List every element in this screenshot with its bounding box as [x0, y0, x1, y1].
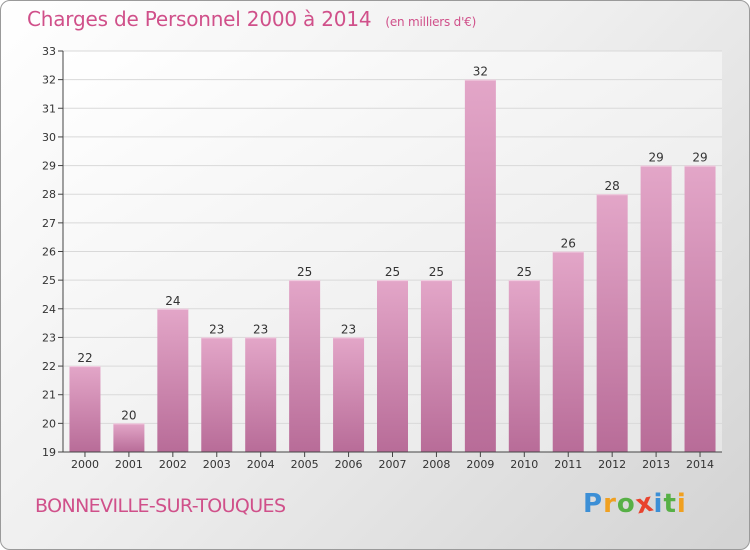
y-tick-label: 24	[42, 303, 56, 316]
chart-subtitle: (en milliers d'€)	[385, 15, 477, 29]
x-tick-label: 2010	[510, 458, 538, 471]
bar	[464, 79, 496, 453]
y-tick-label: 23	[42, 331, 56, 344]
bar	[596, 194, 628, 452]
bar	[684, 165, 716, 453]
bar	[377, 280, 408, 452]
data-label: 25	[429, 265, 444, 279]
chart-title: Charges de Personnel 2000 à 2014	[27, 7, 372, 31]
y-tick-label: 30	[42, 131, 56, 144]
x-tick-label: 2004	[247, 458, 275, 471]
bar	[640, 165, 672, 453]
bar	[333, 337, 365, 452]
data-label: 28	[605, 179, 620, 193]
logo-letter: i	[676, 489, 687, 519]
bar	[113, 423, 145, 452]
logo-letter: i	[653, 489, 664, 519]
x-tick-label: 2006	[335, 458, 363, 471]
y-tick-label: 21	[42, 389, 56, 402]
y-tick-label: 22	[42, 360, 56, 373]
logo-letter: P	[583, 489, 604, 519]
data-label: 23	[341, 322, 356, 336]
data-label: 22	[77, 351, 92, 365]
logo-letter: r	[603, 489, 617, 519]
x-tick-label: 2000	[71, 458, 99, 471]
x-tick-label: 2012	[598, 458, 626, 471]
y-tick-label: 19	[42, 446, 56, 459]
bar	[289, 280, 321, 452]
data-label: 29	[692, 151, 707, 165]
x-tick-label: 2005	[291, 458, 319, 471]
logo-letter: t	[663, 489, 677, 519]
y-tick-label: 27	[42, 217, 56, 230]
logo-letter: o	[616, 489, 636, 519]
y-tick-label: 31	[42, 102, 56, 115]
data-label: 29	[648, 151, 663, 165]
x-tick-label: 2008	[422, 458, 450, 471]
x-tick-label: 2011	[554, 458, 582, 471]
data-label: 32	[473, 65, 488, 79]
x-tick-label: 2014	[686, 458, 714, 471]
data-label: 25	[385, 265, 400, 279]
x-tick-label: 2009	[466, 458, 494, 471]
bar	[552, 251, 584, 452]
y-tick-label: 29	[42, 160, 56, 173]
bar	[201, 337, 233, 452]
data-label: 25	[297, 265, 312, 279]
data-label: 23	[209, 322, 224, 336]
bar	[69, 366, 101, 452]
data-label: 20	[121, 408, 136, 422]
y-tick-label: 32	[42, 74, 56, 87]
data-label: 24	[165, 294, 180, 308]
x-tick-label: 2003	[203, 458, 231, 471]
data-label: 25	[517, 265, 532, 279]
y-tick-label: 25	[42, 274, 56, 287]
x-tick-label: 2007	[379, 458, 407, 471]
bar	[508, 280, 540, 452]
data-label: 26	[561, 237, 576, 251]
chart-title-block: Charges de Personnel 2000 à 2014 (en mill…	[27, 7, 476, 31]
x-tick-label: 2013	[642, 458, 670, 471]
bar	[245, 337, 277, 452]
y-tick-label: 26	[42, 246, 56, 259]
bar	[420, 280, 452, 452]
y-tick-label: 28	[42, 188, 56, 201]
y-tick-label: 33	[42, 45, 56, 58]
city-name: BONNEVILLE-SUR-TOUQUES	[35, 495, 286, 517]
x-tick-label: 2001	[115, 458, 143, 471]
bar	[157, 308, 189, 452]
proxiti-logo: Proxiti	[583, 487, 687, 520]
data-label: 23	[253, 322, 268, 336]
x-tick-label: 2002	[159, 458, 187, 471]
y-tick-label: 20	[42, 417, 56, 430]
